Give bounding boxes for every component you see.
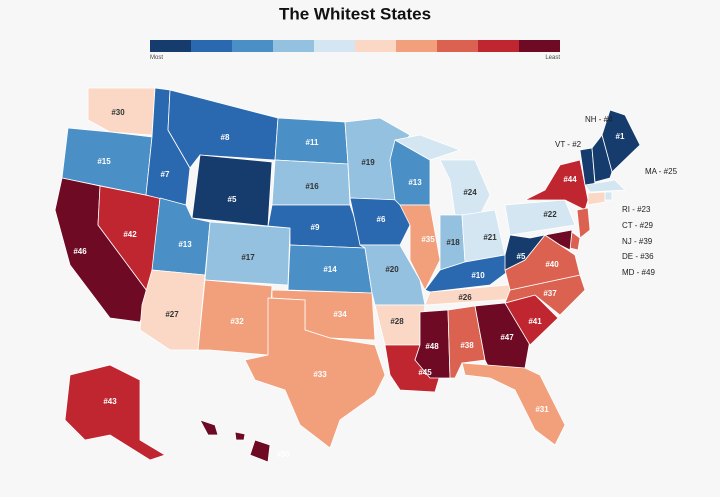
state-label: #32 <box>230 317 244 326</box>
state-label: #10 <box>471 271 485 280</box>
state-label: #26 <box>458 293 472 302</box>
state-label: #37 <box>543 289 557 298</box>
state <box>249 439 271 463</box>
state <box>394 134 461 161</box>
legend <box>150 40 560 52</box>
legend-swatch <box>437 40 478 52</box>
state-label: #5 <box>517 252 526 261</box>
legend-swatch <box>396 40 437 52</box>
legend-swatch <box>519 40 560 52</box>
state-label: #6 <box>377 215 386 224</box>
state-label: #43 <box>103 397 117 406</box>
legend-swatch <box>150 40 191 52</box>
state-label: #44 <box>563 175 577 184</box>
legend-swatch <box>314 40 355 52</box>
state-label: #9 <box>311 223 320 232</box>
state-label: #41 <box>528 317 542 326</box>
legend-swatch <box>232 40 273 52</box>
states <box>54 87 641 463</box>
state <box>139 269 206 351</box>
callout-label: NJ - #39 <box>622 237 653 246</box>
callout-label: MA - #25 <box>645 167 678 176</box>
state <box>244 297 386 449</box>
state-label: #34 <box>333 310 347 319</box>
legend-high: Least <box>545 55 560 61</box>
state-label: #47 <box>500 333 514 342</box>
state <box>199 419 219 436</box>
state <box>197 279 273 356</box>
state-label: #24 <box>463 188 477 197</box>
state-label: #22 <box>543 210 557 219</box>
callout-label: MD - #49 <box>622 268 655 277</box>
state-label: #16 <box>305 182 319 191</box>
legend-swatch <box>273 40 314 52</box>
state-label: #48 <box>425 342 439 351</box>
callout-label: CT - #29 <box>622 221 654 230</box>
state-label: #7 <box>161 170 170 179</box>
legend-swatch <box>191 40 232 52</box>
callout-label: NH - #4 <box>585 115 613 124</box>
state-label: #40 <box>545 260 559 269</box>
legend-swatch <box>355 40 396 52</box>
state-label: #31 <box>535 405 549 414</box>
state-label: #5 <box>228 195 237 204</box>
legend-low: Most <box>150 55 163 61</box>
callout-label: RI - #23 <box>622 205 651 214</box>
state <box>191 154 273 227</box>
state <box>604 191 613 201</box>
callout-label: VT - #2 <box>555 140 582 149</box>
state-label: #11 <box>306 138 319 147</box>
state-label: #17 <box>241 253 255 262</box>
state-label: #13 <box>178 240 192 249</box>
state <box>87 87 156 136</box>
title: The Whitest States <box>279 4 431 23</box>
state-label: #8 <box>221 133 230 142</box>
state-label: #42 <box>123 230 137 239</box>
state-label: #33 <box>313 370 327 379</box>
state <box>64 364 166 461</box>
labels: #30 #15 #46 #42 #7 #8 #5 #13 #27 #17 #32 #11 #16 #9 #1… <box>73 108 677 459</box>
callout-label: DE - #36 <box>622 252 654 261</box>
state-label: #14 <box>323 265 337 274</box>
state-label: #45 <box>418 368 432 377</box>
state-label: #46 <box>73 247 87 256</box>
state <box>349 197 411 246</box>
state <box>461 362 566 446</box>
state-label: #19 <box>361 158 375 167</box>
state-label: #13 <box>408 178 422 187</box>
state <box>576 207 591 239</box>
state <box>234 431 246 441</box>
state <box>584 179 626 193</box>
state <box>587 191 606 206</box>
state-label: #1 <box>616 132 625 141</box>
state <box>504 199 576 236</box>
state-label: #15 <box>97 157 111 166</box>
state <box>544 229 573 251</box>
state-label: #27 <box>165 310 179 319</box>
state-label: #38 <box>460 341 474 350</box>
state-label: #20 <box>385 265 399 274</box>
state <box>167 89 279 169</box>
legend-swatch <box>478 40 519 52</box>
state-label: #50 <box>276 450 290 459</box>
state-label: #28 <box>390 317 404 326</box>
state-label: #21 <box>483 233 497 242</box>
state-label: #30 <box>111 108 125 117</box>
state-label: #18 <box>446 238 460 247</box>
state <box>591 134 613 183</box>
state-label: #35 <box>421 235 435 244</box>
